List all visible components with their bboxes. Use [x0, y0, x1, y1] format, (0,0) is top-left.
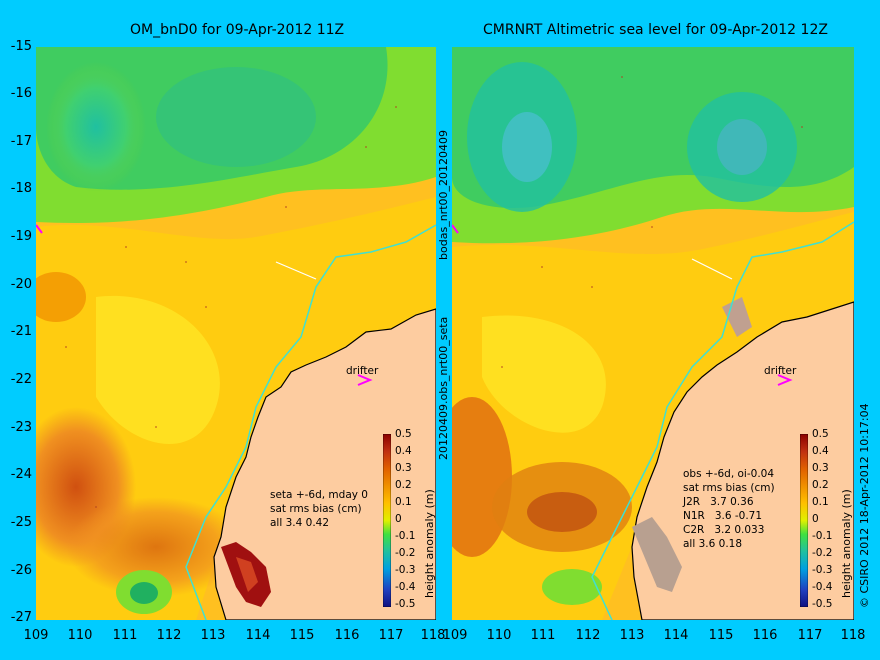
cb-tick: 0.5 — [395, 428, 412, 440]
lon-label: 114 — [663, 628, 689, 643]
lon-label: 112 — [575, 628, 601, 643]
lat-label: -18 — [10, 181, 32, 196]
model-file-label: bodas_nrt00_20120409 — [437, 130, 450, 260]
lon-label: 110 — [67, 628, 93, 643]
lat-label: -21 — [10, 324, 32, 339]
lat-label: -26 — [10, 563, 32, 578]
cb-tick: -0.4 — [812, 581, 833, 593]
cb-tick: 0.1 — [395, 496, 412, 508]
colorbar-left-label: height anomaly (m) — [423, 489, 436, 598]
drifter-label-left: drifter — [346, 365, 379, 377]
copyright-label: © CSIRO 2012 18-Apr-2012 10:17:04 — [858, 403, 871, 608]
drifter-marker-right — [777, 374, 793, 386]
cb-tick: 0.3 — [395, 462, 412, 474]
cb-tick: -0.3 — [395, 564, 416, 576]
cb-tick: -0.2 — [812, 547, 833, 559]
lat-label: -16 — [10, 86, 32, 101]
drifter-marker-left — [357, 374, 373, 386]
lon-label: 118 — [420, 628, 446, 643]
drifter-label-right: drifter — [764, 365, 797, 377]
lat-label: -23 — [10, 420, 32, 435]
right-stats: obs +-6d, oi-0.04 sat rms bias (cm) J2R … — [683, 468, 775, 550]
lon-label: 112 — [156, 628, 182, 643]
lon-label: 116 — [752, 628, 778, 643]
lon-label: 111 — [530, 628, 556, 643]
cb-tick: -0.1 — [395, 530, 416, 542]
colorbar-left — [382, 433, 392, 608]
colorbar-right-gradient — [799, 433, 809, 608]
left-stats: seta +-6d, mday 0 sat rms bias (cm) all … — [270, 489, 368, 529]
cb-tick: 0.2 — [812, 479, 829, 491]
cb-tick: -0.5 — [812, 598, 833, 610]
lon-label: 117 — [797, 628, 823, 643]
cb-tick: 0.4 — [395, 445, 412, 457]
lat-label: -24 — [10, 467, 32, 482]
lon-label: 115 — [289, 628, 315, 643]
cb-tick: -0.3 — [812, 564, 833, 576]
lat-label: -15 — [10, 39, 32, 54]
lon-label: 109 — [442, 628, 468, 643]
right-map-title: CMRNRT Altimetric sea level for 09-Apr-2… — [483, 22, 828, 38]
lat-label: -27 — [10, 610, 32, 625]
right-map-panel — [452, 47, 854, 620]
lon-label: 113 — [200, 628, 226, 643]
cb-tick: 0 — [395, 513, 402, 525]
cb-tick: 0 — [812, 513, 819, 525]
lat-label: -25 — [10, 515, 32, 530]
right-map-canvas — [452, 47, 854, 620]
lon-label: 116 — [334, 628, 360, 643]
cb-tick: -0.2 — [395, 547, 416, 559]
lat-label: -22 — [10, 372, 32, 387]
lon-label: 118 — [840, 628, 866, 643]
cb-tick: -0.1 — [812, 530, 833, 542]
left-map-canvas — [36, 47, 436, 620]
lon-label: 111 — [112, 628, 138, 643]
lat-label: -17 — [10, 134, 32, 149]
colorbar-left-gradient — [382, 433, 392, 608]
left-map-panel — [36, 47, 436, 620]
colorbar-right — [799, 433, 809, 608]
cb-tick: 0.1 — [812, 496, 829, 508]
lon-label: 117 — [378, 628, 404, 643]
cb-tick: 0.5 — [812, 428, 829, 440]
cb-tick: 0.2 — [395, 479, 412, 491]
lon-label: 110 — [486, 628, 512, 643]
lat-label: -20 — [10, 277, 32, 292]
lon-label: 114 — [245, 628, 271, 643]
obs-file-label: 20120409.obs_nrt00_seta — [437, 316, 450, 460]
cb-tick: -0.5 — [395, 598, 416, 610]
colorbar-right-label: height anomaly (m) — [840, 489, 853, 598]
cb-tick: 0.4 — [812, 445, 829, 457]
lat-label: -19 — [10, 229, 32, 244]
cb-tick: 0.3 — [812, 462, 829, 474]
cb-tick: -0.4 — [395, 581, 416, 593]
left-map-title: OM_bnD0 for 09-Apr-2012 11Z — [130, 22, 345, 38]
lon-label: 113 — [619, 628, 645, 643]
lon-label: 109 — [23, 628, 49, 643]
lon-label: 115 — [708, 628, 734, 643]
